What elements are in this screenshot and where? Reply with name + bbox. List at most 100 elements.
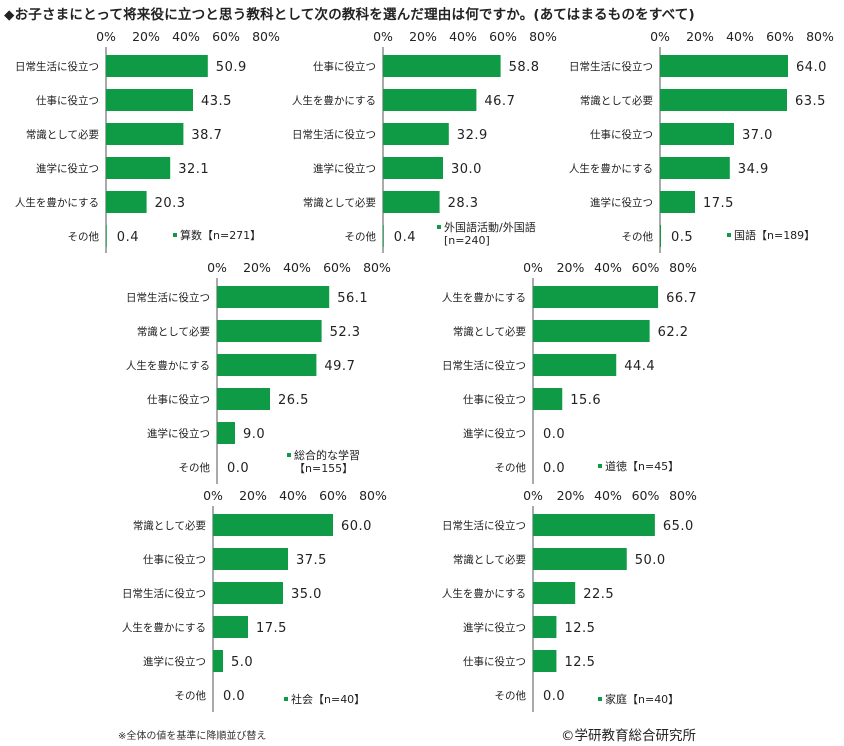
tick-label: 60% (766, 29, 794, 44)
data-label: 28.3 (448, 196, 479, 211)
category-label: 進学に役立つ (143, 655, 206, 668)
bar (383, 55, 501, 77)
bar (217, 354, 317, 376)
bar (213, 514, 333, 536)
category-label: その他 (622, 230, 654, 243)
data-label: 34.9 (738, 162, 769, 177)
data-label: 35.0 (291, 587, 322, 602)
category-label: 常識として必要 (303, 196, 376, 209)
legend-label: 【n=155】 (294, 462, 353, 475)
tick-label: 0% (523, 488, 543, 503)
bar (213, 650, 223, 672)
tick-label: 20% (686, 29, 714, 44)
bar (106, 225, 107, 247)
bar (383, 123, 449, 145)
tick-label: 0% (650, 29, 670, 44)
tick-label: 80% (806, 29, 834, 44)
legend-swatch (598, 697, 602, 701)
data-label: 0.0 (543, 689, 565, 704)
legend-label: 家庭【n=40】 (605, 692, 679, 706)
category-label: 日常生活に役立つ (126, 291, 210, 304)
category-label: 日常生活に役立つ (15, 60, 99, 73)
tick-label: 20% (557, 488, 585, 503)
category-label: 人生を豊かにする (569, 162, 653, 175)
bar (533, 548, 627, 570)
data-label: 0.4 (394, 230, 416, 245)
tick-label: 60% (632, 260, 660, 275)
legend-label: 国語【n=189】 (734, 228, 815, 242)
category-label: 仕事に役立つ (463, 393, 526, 406)
data-label: 26.5 (278, 393, 309, 408)
bar (106, 55, 208, 77)
category-label: その他 (345, 230, 377, 243)
category-label: 人生を豊かにする (442, 587, 526, 600)
tick-label: 40% (449, 29, 477, 44)
data-label: 22.5 (583, 587, 614, 602)
data-label: 38.7 (191, 128, 222, 143)
bar (383, 89, 477, 111)
data-label: 49.7 (324, 359, 355, 374)
tick-label: 20% (239, 488, 267, 503)
legend-swatch (287, 453, 291, 457)
copyright-credit: ©学研教育総合研究所 (561, 728, 696, 744)
category-label: 人生を豊かにする (15, 196, 99, 209)
data-label: 9.0 (243, 427, 265, 442)
data-label: 5.0 (231, 655, 253, 670)
tick-label: 40% (594, 260, 622, 275)
category-label: その他 (175, 689, 207, 702)
data-label: 37.0 (742, 128, 773, 143)
category-label: その他 (68, 230, 100, 243)
legend-label: [n=240] (444, 234, 490, 247)
bar (383, 191, 440, 213)
category-label: その他 (495, 689, 527, 702)
legend-swatch (437, 225, 441, 229)
tick-label: 0% (523, 260, 543, 275)
category-label: 日常生活に役立つ (442, 359, 526, 372)
data-label: 32.1 (178, 162, 209, 177)
tick-label: 0% (207, 260, 227, 275)
category-label: 人生を豊かにする (122, 621, 206, 634)
category-label: 常識として必要 (137, 325, 210, 338)
bar (533, 320, 650, 342)
category-label: 仕事に役立つ (143, 553, 206, 566)
legend-swatch (284, 697, 288, 701)
data-label: 30.0 (451, 162, 482, 177)
bar (383, 157, 443, 179)
bar (660, 89, 787, 111)
bar (660, 191, 695, 213)
legend-swatch (173, 233, 177, 237)
category-label: 常識として必要 (133, 519, 206, 532)
category-label: 仕事に役立つ (147, 393, 210, 406)
category-label: 進学に役立つ (463, 621, 526, 634)
category-label: 日常生活に役立つ (292, 128, 376, 141)
tick-label: 80% (669, 488, 697, 503)
bar (106, 123, 184, 145)
tick-label: 80% (669, 260, 697, 275)
tick-label: 40% (279, 488, 307, 503)
bar (660, 55, 788, 77)
category-label: 常識として必要 (453, 325, 526, 338)
data-label: 44.4 (624, 359, 655, 374)
tick-label: 0% (373, 29, 393, 44)
category-label: 仕事に役立つ (590, 128, 653, 141)
tick-label: 40% (726, 29, 754, 44)
data-label: 17.5 (256, 621, 287, 636)
category-label: 常識として必要 (453, 553, 526, 566)
category-label: 進学に役立つ (463, 427, 526, 440)
bar (217, 286, 330, 308)
category-label: 日常生活に役立つ (122, 587, 206, 600)
category-label: 仕事に役立つ (36, 94, 99, 107)
tick-label: 80% (529, 29, 557, 44)
data-label: 0.5 (671, 230, 693, 245)
tick-label: 80% (363, 260, 391, 275)
tick-label: 60% (323, 260, 351, 275)
category-label: 進学に役立つ (36, 162, 99, 175)
data-label: 32.9 (457, 128, 488, 143)
legend-label: 外国語活動/外国語 (444, 220, 536, 234)
category-label: 人生を豊かにする (292, 94, 376, 107)
tick-label: 20% (132, 29, 160, 44)
tick-label: 60% (632, 488, 660, 503)
category-label: 日常生活に役立つ (569, 60, 653, 73)
bar (533, 514, 655, 536)
data-label: 0.0 (227, 461, 249, 476)
